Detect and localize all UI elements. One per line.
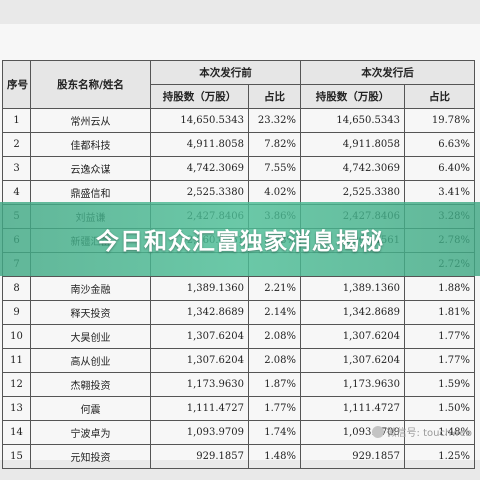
watermark: 微信号: touchweb <box>371 424 472 439</box>
cell-shares-after: 1,111.4727 <box>300 396 405 421</box>
cell-shares-after: 1,173.9630 <box>300 372 405 397</box>
header-holder: 股东名称/姓名 <box>30 60 151 109</box>
title-banner: 今日和众汇富独家消息揭秘 <box>0 202 480 276</box>
cell-ratio-before: 2.21% <box>248 276 301 301</box>
cell-seq: 15 <box>2 444 31 469</box>
cell-ratio-after: 1.77% <box>404 348 475 373</box>
cell-shares-after: 1,307.6204 <box>300 324 405 349</box>
cell-holder: 杰翱投资 <box>30 372 151 397</box>
cell-shares-before: 1,173.9630 <box>150 372 249 397</box>
cell-ratio-before: 2.14% <box>248 300 301 325</box>
cell-ratio-before: 7.82% <box>248 132 301 157</box>
cell-holder: 释天投资 <box>30 300 151 325</box>
table-row: 2 佳都科技 4,911.8058 7.82% 4,911.8058 6.63% <box>2 132 475 157</box>
cell-shares-after: 1,389.1360 <box>300 276 405 301</box>
cell-holder: 鼎盛信和 <box>30 180 151 205</box>
cell-ratio-before: 7.55% <box>248 156 301 181</box>
cell-seq: 3 <box>2 156 31 181</box>
cell-holder: 云逸众谋 <box>30 156 151 181</box>
wechat-icon <box>371 425 384 438</box>
cell-shares-before: 14,650.5343 <box>150 108 249 133</box>
header-after-issue: 本次发行后 <box>300 60 475 85</box>
table-row: 12 杰翱投资 1,173.9630 1.87% 1,173.9630 1.59% <box>2 372 475 397</box>
cell-holder: 高从创业 <box>30 348 151 373</box>
cell-ratio-before: 1.77% <box>248 396 301 421</box>
cell-holder: 佳都科技 <box>30 132 151 157</box>
cell-seq: 13 <box>2 396 31 421</box>
cell-shares-before: 1,342.8689 <box>150 300 249 325</box>
table-row: 15 元知投资 929.1857 1.48% 929.1857 1.25% <box>2 444 475 469</box>
cell-seq: 2 <box>2 132 31 157</box>
cell-shares-before: 4,911.8058 <box>150 132 249 157</box>
cell-seq: 4 <box>2 180 31 205</box>
document-page: 序号 股东名称/姓名 本次发行前 本次发行后 持股数（万股） 占比 持股数（万股… <box>0 24 480 469</box>
table-row: 13 何震 1,111.4727 1.77% 1,111.4727 1.50% <box>2 396 475 421</box>
table-row: 10 大昊创业 1,307.6204 2.08% 1,307.6204 1.77% <box>2 324 475 349</box>
cell-ratio-before: 23.32% <box>248 108 301 133</box>
table-row: 4 鼎盛信和 2,525.3380 4.02% 2,525.3380 3.41% <box>2 180 475 205</box>
cell-seq: 14 <box>2 420 31 445</box>
cell-shares-before: 4,742.3069 <box>150 156 249 181</box>
cell-shares-after: 1,342.8689 <box>300 300 405 325</box>
cell-shares-before: 929.1857 <box>150 444 249 469</box>
table-row: 1 常州云从 14,650.5343 23.32% 14,650.5343 19.78% <box>2 108 475 133</box>
cell-seq: 8 <box>2 276 31 301</box>
cell-shares-before: 2,525.3380 <box>150 180 249 205</box>
cell-ratio-after: 1.50% <box>404 396 475 421</box>
cell-ratio-before: 1.74% <box>248 420 301 445</box>
cell-seq: 12 <box>2 372 31 397</box>
shareholder-table: 序号 股东名称/姓名 本次发行前 本次发行后 持股数（万股） 占比 持股数（万股… <box>2 60 475 469</box>
cell-shares-before: 1,307.6204 <box>150 324 249 349</box>
cell-ratio-after: 6.63% <box>404 132 475 157</box>
header-ratio-after: 占比 <box>404 84 475 109</box>
header-seq: 序号 <box>2 60 31 109</box>
watermark-text: 微信号: touchweb <box>386 428 472 439</box>
table-row: 3 云逸众谋 4,742.3069 7.55% 4,742.3069 6.40% <box>2 156 475 181</box>
cell-seq: 10 <box>2 324 31 349</box>
cell-ratio-after: 6.40% <box>404 156 475 181</box>
cell-holder: 何震 <box>30 396 151 421</box>
table-row: 9 释天投资 1,342.8689 2.14% 1,342.8689 1.81% <box>2 300 475 325</box>
cell-ratio-after: 3.41% <box>404 180 475 205</box>
cell-shares-before: 1,093.9709 <box>150 420 249 445</box>
cell-ratio-after: 1.88% <box>404 276 475 301</box>
cell-shares-after: 4,911.8058 <box>300 132 405 157</box>
banner-title: 今日和众汇富独家消息揭秘 <box>96 229 384 255</box>
cell-seq: 11 <box>2 348 31 373</box>
cell-ratio-before: 1.48% <box>248 444 301 469</box>
cell-holder: 元知投资 <box>30 444 151 469</box>
cell-holder: 南沙金融 <box>30 276 151 301</box>
cell-shares-after: 929.1857 <box>300 444 405 469</box>
header-ratio-before: 占比 <box>248 84 301 109</box>
cell-shares-after: 2,525.3380 <box>300 180 405 205</box>
cell-ratio-before: 4.02% <box>248 180 301 205</box>
cell-holder: 宁波卓为 <box>30 420 151 445</box>
cell-shares-after: 1,307.6204 <box>300 348 405 373</box>
table-row: 11 高从创业 1,307.6204 2.08% 1,307.6204 1.77% <box>2 348 475 373</box>
header-shares-after: 持股数（万股） <box>300 84 405 109</box>
cell-seq: 9 <box>2 300 31 325</box>
cell-shares-after: 4,742.3069 <box>300 156 405 181</box>
cell-ratio-after: 1.81% <box>404 300 475 325</box>
cell-shares-before: 1,389.1360 <box>150 276 249 301</box>
cell-shares-before: 1,111.4727 <box>150 396 249 421</box>
cell-shares-before: 1,307.6204 <box>150 348 249 373</box>
cell-ratio-before: 1.87% <box>248 372 301 397</box>
header-before-issue: 本次发行前 <box>150 60 301 85</box>
cell-ratio-after: 1.77% <box>404 324 475 349</box>
cell-ratio-before: 2.08% <box>248 324 301 349</box>
cell-holder: 常州云从 <box>30 108 151 133</box>
cell-ratio-before: 2.08% <box>248 348 301 373</box>
cell-shares-after: 14,650.5343 <box>300 108 405 133</box>
cell-holder: 大昊创业 <box>30 324 151 349</box>
cell-ratio-after: 19.78% <box>404 108 475 133</box>
cell-ratio-after: 1.59% <box>404 372 475 397</box>
table-row: 8 南沙金融 1,389.1360 2.21% 1,389.1360 1.88% <box>2 276 475 301</box>
header-shares-before: 持股数（万股） <box>150 84 249 109</box>
cell-seq: 1 <box>2 108 31 133</box>
cell-ratio-after: 1.25% <box>404 444 475 469</box>
